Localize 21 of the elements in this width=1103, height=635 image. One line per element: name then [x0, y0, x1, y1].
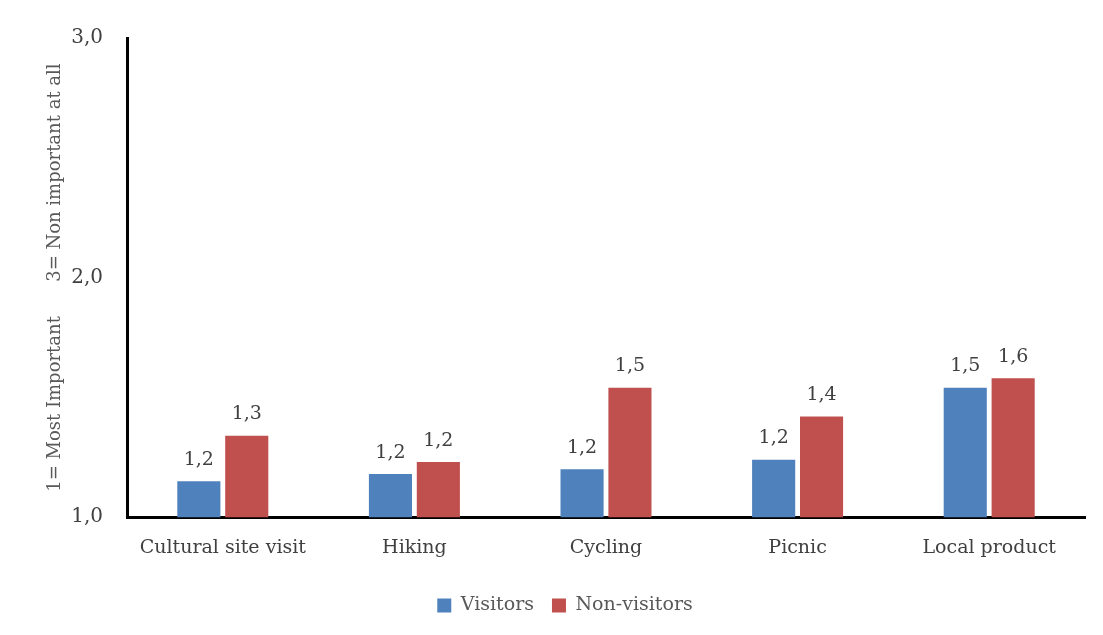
x-tick-label: Cycling: [569, 534, 643, 557]
data-label: 1,2: [183, 446, 214, 469]
y-tick-label: 3,0: [71, 24, 103, 49]
data-label: 1,3: [231, 401, 262, 424]
x-tick-label: Cultural site visit: [139, 534, 307, 557]
data-label: 1,2: [375, 439, 406, 462]
data-label: 1,2: [566, 434, 598, 457]
data-label: 1,5: [950, 353, 981, 376]
data-label: 1,4: [806, 382, 837, 405]
x-tick-label: Picnic: [768, 534, 827, 557]
data-label: 1,2: [423, 427, 454, 450]
data-label: 1,5: [614, 353, 646, 376]
x-tick-label: Local product: [922, 534, 1057, 557]
legend-label: Non-visitors: [575, 592, 693, 615]
y-axis-title: 1= Most Important 3= Non important at all: [43, 63, 65, 492]
y-tick-label: 2,0: [71, 263, 103, 288]
y-tick-label: 1,0: [71, 503, 103, 528]
data-label: 1,6: [998, 343, 1029, 366]
x-tick-label: Hiking: [382, 534, 447, 557]
legend-label: Visitors: [459, 592, 534, 615]
data-label: 1,2: [758, 425, 789, 448]
